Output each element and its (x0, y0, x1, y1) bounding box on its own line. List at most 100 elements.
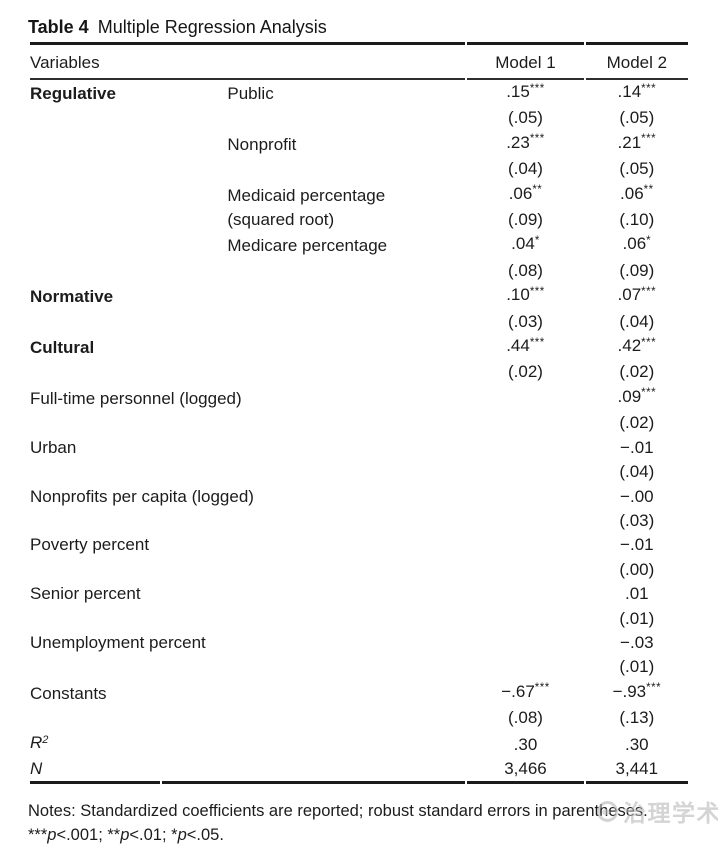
table-row: Normative .10*** .07*** (30, 283, 688, 309)
coefficient-value: (.05) (619, 108, 655, 128)
significance-stars: *** (529, 336, 545, 349)
table-row: Medicaid percentage .06** .06** (30, 182, 688, 208)
variable-cell: (squared root) (227, 210, 335, 230)
category-cell: N (30, 758, 43, 778)
category-cell (30, 460, 465, 484)
model2-value-cell: (.02) (586, 411, 688, 435)
model1-value-cell (467, 558, 583, 582)
model2-value-cell: .06* (586, 232, 688, 258)
model1-value-cell (467, 385, 583, 411)
coefficient-value: .44 (506, 336, 530, 356)
model2-value-cell: (.05) (586, 106, 688, 130)
table-row: (.05) (.05) (30, 106, 688, 130)
significance-stars: * (646, 234, 652, 247)
significance-text: <.01; * (129, 825, 178, 844)
model1-value-cell: .44*** (467, 334, 583, 360)
coefficient-value: (.09) (619, 260, 655, 280)
model2-value-cell: (.03) (586, 509, 688, 533)
category-cell (30, 411, 465, 435)
variable-cell (162, 360, 465, 384)
table-number: Table 4 (28, 17, 89, 37)
table-row: Constants −.67*** −.93*** (30, 680, 688, 706)
model2-value-cell: −.01 (586, 436, 688, 460)
coefficient-value: 3,466 (504, 758, 547, 778)
model1-value-cell (467, 533, 583, 557)
model1-value-cell (467, 411, 583, 435)
variable-cell: Medicaid percentage (227, 185, 386, 205)
header-model2: Model 2 (585, 42, 688, 80)
table-row: (squared root) (.09) (.10) (30, 208, 688, 232)
table-row: Poverty percent −.01 (30, 533, 688, 557)
table-row: (.02) (30, 411, 688, 435)
coefficient-value: (.09) (508, 210, 543, 230)
model1-value-cell: .10*** (467, 283, 583, 309)
category-cell: Constants (30, 683, 107, 703)
table-row: (.08) (.13) (30, 706, 688, 730)
superscript: 2 (42, 733, 49, 746)
category-cell: Full-time personnel (logged) (30, 388, 242, 408)
model2-value-cell: −.00 (586, 485, 688, 509)
model1-value-cell: .15*** (467, 80, 583, 106)
model2-value-cell: −.93*** (586, 680, 688, 706)
category-cell (30, 607, 465, 631)
variable-cell (162, 283, 465, 309)
model1-value-cell (467, 582, 583, 606)
variable-cell (162, 157, 465, 181)
category-cell: Senior percent (30, 584, 141, 604)
category-cell (30, 655, 465, 679)
table-notes: Notes: Standardized coefficients are rep… (28, 800, 696, 844)
variable-cell (162, 334, 465, 360)
table-row: (.00) (30, 558, 688, 582)
model1-value-cell (467, 509, 583, 533)
significance-stars: *** (534, 682, 550, 695)
model1-value-cell: .23*** (467, 131, 583, 157)
variable-cell (162, 259, 465, 283)
model2-value-cell: (.00) (586, 558, 688, 582)
coefficient-value: (.05) (508, 108, 543, 128)
coefficient-value: (.02) (619, 413, 655, 433)
variable-cell (162, 106, 465, 130)
table-row: (.08) (.09) (30, 259, 688, 283)
variable-cell: Medicare percentage (227, 236, 388, 256)
model2-value-cell: .09*** (586, 385, 688, 411)
table-row: R2 .30 .30 (30, 731, 688, 757)
category-cell: Urban (30, 437, 77, 457)
p-symbol: p (47, 825, 57, 844)
significance-text: <.001; ** (56, 825, 121, 844)
coefficient-value: (.08) (508, 260, 543, 280)
model2-value-cell: (.01) (586, 655, 688, 679)
coefficient-value: .30 (625, 734, 649, 754)
table-title-text: Multiple Regression Analysis (97, 17, 327, 37)
coefficient-value: .07 (617, 285, 642, 305)
model1-value-cell (467, 631, 583, 655)
model2-value-cell: (.04) (586, 310, 688, 334)
coefficient-value: .30 (513, 734, 538, 754)
coefficient-value: (.04) (619, 311, 655, 331)
header-variables: Variables (30, 42, 466, 80)
table-row: (.01) (30, 607, 688, 631)
table-row: Urban −.01 (30, 436, 688, 460)
category-cell (30, 131, 160, 157)
model1-value-cell (467, 607, 583, 631)
model1-value-cell (467, 485, 583, 509)
bottom-rule-segment (585, 781, 688, 785)
model2-value-cell: (.09) (586, 259, 688, 283)
coefficient-value: .23 (506, 132, 530, 152)
model2-value-cell: .30 (586, 731, 688, 757)
header-row: Variables Model 1 Model 2 (30, 42, 688, 80)
coefficient-value: −.00 (620, 486, 654, 506)
table-header: Variables Model 1 Model 2 (30, 42, 688, 80)
model2-value-cell: .01 (586, 582, 688, 606)
category-cell (30, 232, 160, 258)
category-cell: Unemployment percent (30, 632, 206, 652)
table-row: Cultural .44*** .42*** (30, 334, 688, 360)
coefficient-value: −.93 (612, 681, 647, 701)
coefficient-value: (.04) (619, 462, 655, 482)
significance-stars: *** (529, 133, 545, 146)
significance-text: <.05. (186, 825, 224, 844)
model1-value-cell: .06** (467, 182, 583, 208)
regression-table: Variables Model 1 Model 2 Regulative Publ… (28, 42, 690, 785)
model1-value-cell: (.05) (467, 106, 583, 130)
coefficient-value: (.13) (619, 708, 655, 728)
coefficient-value: (.04) (508, 159, 543, 179)
